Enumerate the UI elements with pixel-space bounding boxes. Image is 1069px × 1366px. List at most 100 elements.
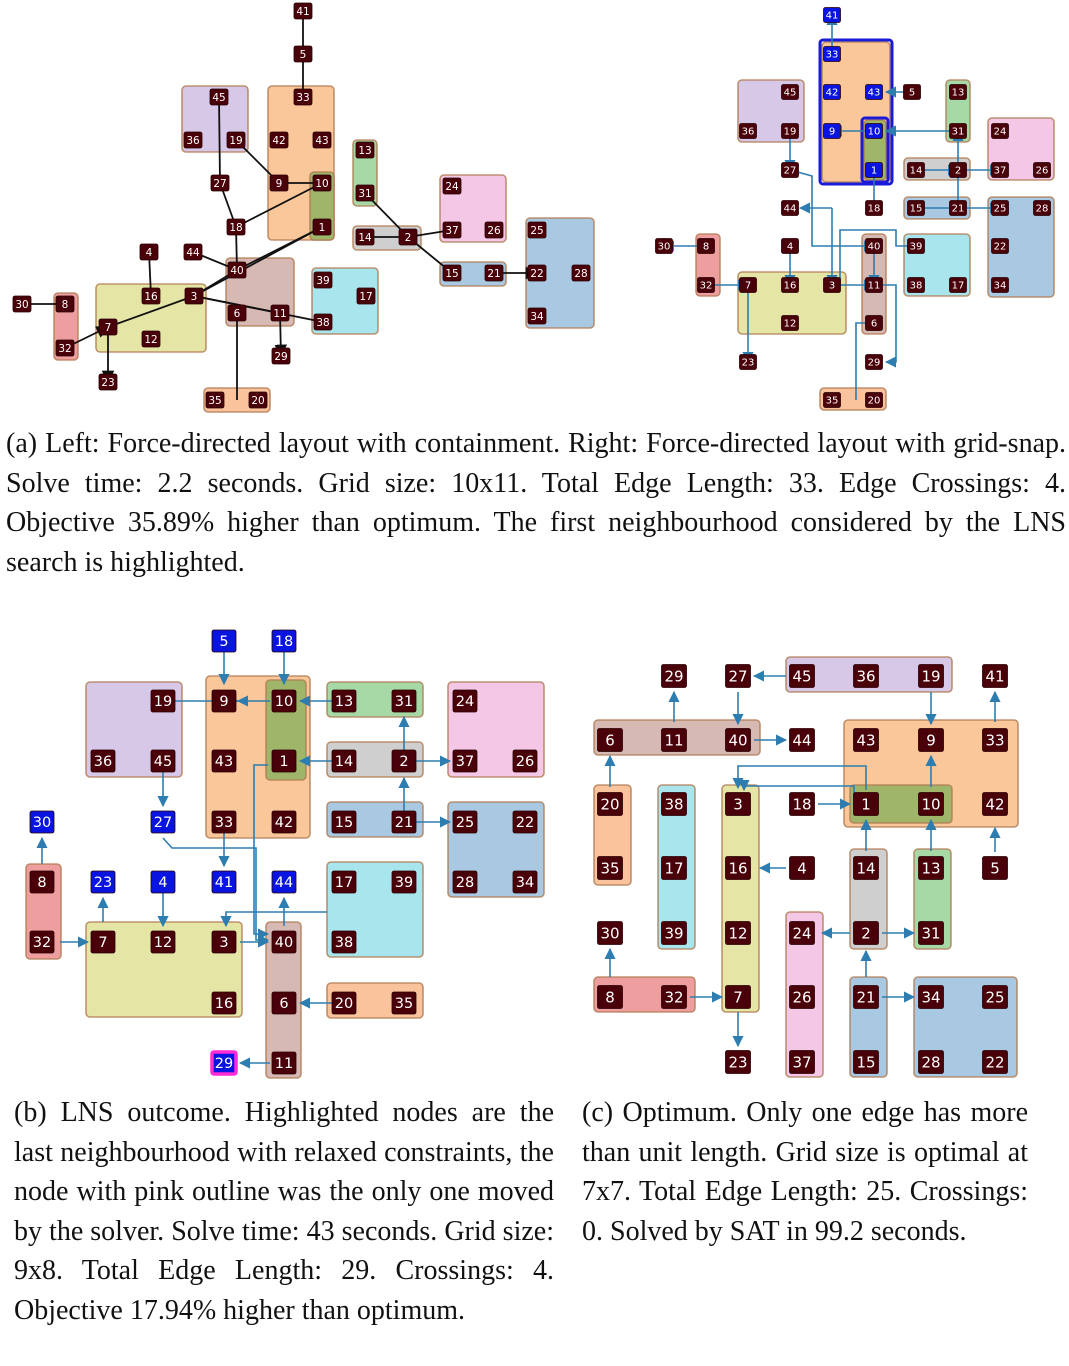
- node-31: 31: [949, 123, 967, 139]
- node-1: 1: [271, 749, 297, 773]
- node-label: 32: [58, 343, 71, 355]
- node-8: 8: [55, 295, 75, 313]
- node-1: 1: [853, 792, 879, 816]
- node-36: 36: [853, 664, 879, 688]
- node-11: 11: [661, 728, 687, 752]
- node-18: 18: [271, 629, 297, 653]
- node-12: 12: [725, 921, 751, 945]
- node-label: 44: [784, 204, 797, 215]
- edge: [253, 764, 270, 940]
- node-label: 17: [335, 875, 353, 891]
- node-label: 28: [456, 875, 474, 891]
- node-label: 19: [229, 135, 242, 147]
- node-24: 24: [789, 921, 815, 945]
- node-label: 15: [910, 204, 923, 215]
- node-label: 7: [745, 281, 751, 292]
- node-label: 38: [910, 281, 923, 292]
- node-label: 17: [359, 291, 372, 303]
- node-14: 14: [355, 228, 375, 246]
- node-label: 20: [600, 795, 619, 813]
- node-label: 20: [335, 996, 353, 1012]
- node-label: 3: [733, 795, 743, 813]
- edge: [839, 229, 916, 285]
- node-39: 39: [661, 921, 687, 945]
- node-3: 3: [725, 792, 751, 816]
- node-label: 19: [154, 694, 172, 710]
- node-label: 10: [868, 127, 881, 138]
- node-label: 6: [279, 996, 288, 1012]
- node-label: 31: [921, 924, 940, 942]
- node-label: 15: [335, 815, 353, 831]
- node-27: 27: [781, 162, 799, 178]
- node-label: 20: [251, 395, 264, 407]
- node-17: 17: [661, 856, 687, 880]
- edge: [193, 226, 323, 297]
- node-28: 28: [452, 870, 478, 894]
- node-32: 32: [29, 930, 55, 954]
- node-34: 34: [527, 307, 547, 325]
- node-label: 34: [516, 875, 534, 891]
- node-label: 8: [62, 299, 69, 311]
- node-label: 18: [792, 795, 811, 813]
- node-label: 27: [728, 667, 747, 685]
- node-44: 44: [183, 243, 203, 261]
- node-35: 35: [205, 391, 225, 409]
- node-label: 35: [600, 859, 619, 877]
- node-2: 2: [949, 162, 967, 178]
- neighbourhood-outline: [860, 116, 890, 184]
- node-label: 17: [664, 859, 683, 877]
- node-7: 7: [90, 930, 116, 954]
- node-4: 4: [139, 243, 159, 261]
- edge: [874, 284, 897, 368]
- node-label: 22: [985, 1053, 1004, 1071]
- node-23: 23: [98, 373, 118, 391]
- node-33: 33: [823, 46, 841, 62]
- node-label: 4: [797, 859, 807, 877]
- node-23: 23: [725, 1050, 751, 1074]
- node-label: 27: [154, 815, 172, 831]
- node-31: 31: [918, 921, 944, 945]
- node-7: 7: [98, 318, 118, 336]
- node-42: 42: [823, 84, 841, 100]
- node-label: 24: [456, 694, 474, 710]
- node-16: 16: [141, 287, 161, 305]
- node-40: 40: [725, 728, 751, 752]
- node-37: 37: [452, 749, 478, 773]
- node-label: 32: [33, 935, 51, 951]
- node-17: 17: [949, 277, 967, 293]
- node-16: 16: [211, 991, 237, 1015]
- node-24: 24: [452, 689, 478, 713]
- node-33: 33: [982, 728, 1008, 752]
- node-label: 41: [985, 667, 1004, 685]
- node-label: 40: [868, 242, 881, 253]
- node-30: 30: [655, 238, 673, 254]
- node-25: 25: [452, 810, 478, 834]
- node-39: 39: [391, 870, 417, 894]
- node-22: 22: [512, 810, 538, 834]
- node-28: 28: [1033, 200, 1051, 216]
- node-label: 2: [399, 754, 408, 770]
- node-label: 4: [158, 875, 167, 891]
- node-20: 20: [331, 991, 357, 1015]
- node-label: 35: [395, 996, 413, 1012]
- node-label: 45: [212, 92, 225, 104]
- node-label: 21: [487, 268, 500, 280]
- node-11: 11: [270, 304, 290, 322]
- node-label: 38: [335, 935, 353, 951]
- node-label: 9: [926, 731, 936, 749]
- node-label: 1: [871, 166, 877, 177]
- node-4: 4: [781, 238, 799, 254]
- node-6: 6: [271, 991, 297, 1015]
- node-label: 9: [829, 127, 835, 138]
- node-21: 21: [853, 985, 879, 1009]
- node-13: 13: [331, 689, 357, 713]
- node-label: 36: [94, 754, 112, 770]
- node-label: 22: [994, 242, 1007, 253]
- node-31: 31: [391, 689, 417, 713]
- edge: [162, 837, 270, 946]
- node-13: 13: [355, 141, 375, 159]
